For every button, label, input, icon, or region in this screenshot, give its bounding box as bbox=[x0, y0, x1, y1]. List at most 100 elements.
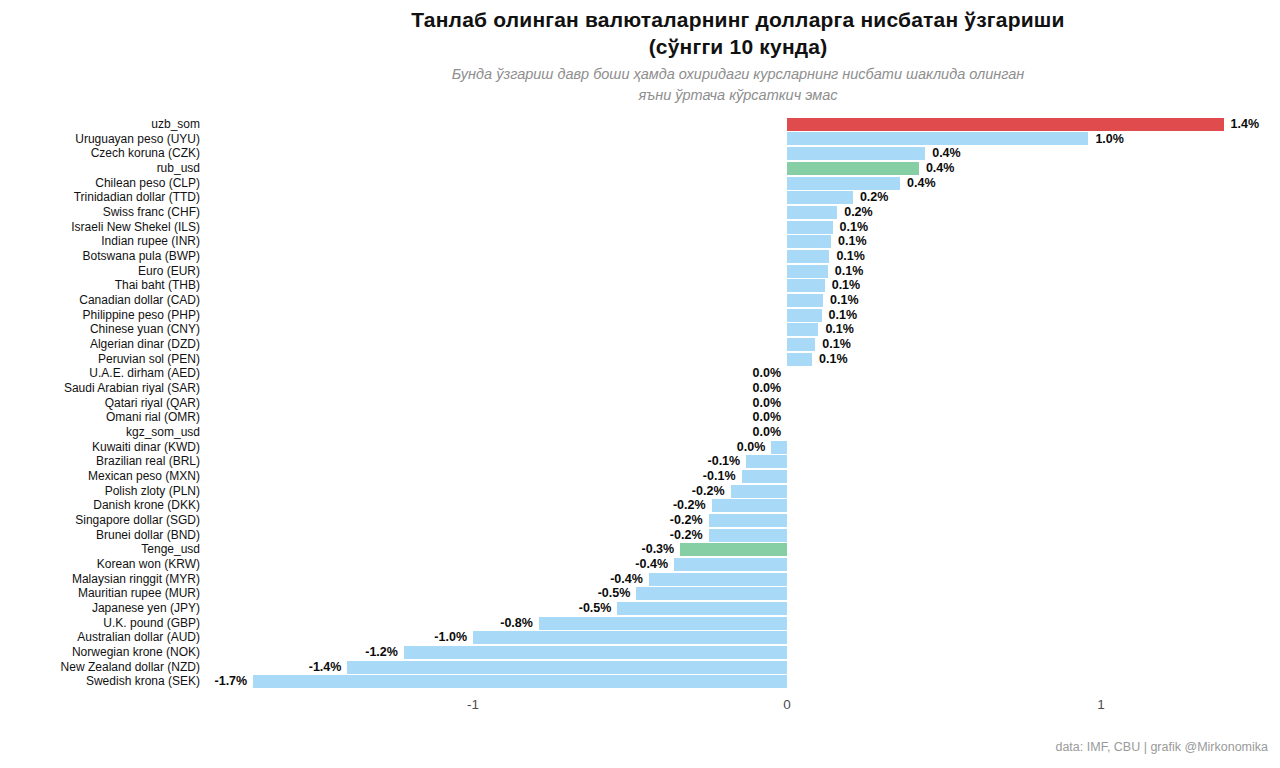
value-label: 0.0% bbox=[737, 440, 766, 455]
value-label: 0.4% bbox=[907, 176, 936, 191]
currency-label: Korean won (KRW) bbox=[0, 557, 200, 572]
currency-label: Brunei dollar (BND) bbox=[0, 528, 200, 543]
value-label: 0.0% bbox=[753, 425, 782, 440]
chart-canvas: Танлаб олинган валюталарнинг долларга ни… bbox=[0, 0, 1280, 768]
currency-label: Singapore dollar (SGD) bbox=[0, 513, 200, 528]
bar bbox=[787, 162, 919, 175]
bar bbox=[742, 470, 788, 483]
bar-row: Polish zloty (PLN)-0.2% bbox=[0, 484, 1280, 499]
currency-label: Chinese yuan (CNY) bbox=[0, 322, 200, 337]
currency-label: Australian dollar (AUD) bbox=[0, 630, 200, 645]
value-label: -0.4% bbox=[610, 572, 643, 587]
value-label: 0.0% bbox=[753, 396, 782, 411]
currency-label: U.A.E. dirham (AED) bbox=[0, 366, 200, 381]
bar-row: uzb_som1.4% bbox=[0, 117, 1280, 132]
bar bbox=[473, 631, 787, 644]
bar bbox=[617, 602, 787, 615]
value-label: 0.2% bbox=[844, 205, 873, 220]
value-label: 0.0% bbox=[753, 366, 782, 381]
value-label: -0.1% bbox=[708, 454, 741, 469]
currency-label: Omani rial (OMR) bbox=[0, 410, 200, 425]
bar-row: Malaysian ringgit (MYR)-0.4% bbox=[0, 572, 1280, 587]
value-label: -1.0% bbox=[434, 630, 467, 645]
bar-row: Brunei dollar (BND) -0.2% bbox=[0, 528, 1280, 543]
bar-row: Mauritian rupee (MUR)-0.5% bbox=[0, 586, 1280, 601]
value-label: -0.4% bbox=[635, 557, 668, 572]
value-label: -0.2% bbox=[673, 498, 706, 513]
currency-label: Kuwaiti dinar (KWD) bbox=[0, 440, 200, 455]
bar bbox=[787, 118, 1224, 131]
bar-row: Korean won (KRW) -0.4% bbox=[0, 557, 1280, 572]
bar bbox=[787, 206, 837, 219]
bar-row: Indian rupee (INR) 0.1% bbox=[0, 234, 1280, 249]
bar bbox=[771, 441, 787, 454]
bar-row: Omani rial (OMR) 0.0% bbox=[0, 410, 1280, 425]
bar bbox=[709, 514, 788, 527]
bar-row: Canadian dollar (CAD) 0.1% bbox=[0, 293, 1280, 308]
bar bbox=[787, 191, 853, 204]
value-label: -0.2% bbox=[692, 484, 725, 499]
currency-label: Thai baht (THB) bbox=[0, 278, 200, 293]
bar-row: Thai baht (THB)0.1% bbox=[0, 278, 1280, 293]
bar-row: Swedish krona (SEK)-1.7% bbox=[0, 674, 1280, 689]
value-label: 1.0% bbox=[1095, 132, 1124, 147]
value-label: -1.7% bbox=[215, 674, 248, 689]
bar-row: Australian dollar (AUD) -1.0% bbox=[0, 630, 1280, 645]
bar-row: Trinidadian dollar (TTD)0.2% bbox=[0, 190, 1280, 205]
bar bbox=[787, 323, 818, 336]
bar-row: Saudi Arabian riyal (SAR)0.0% bbox=[0, 381, 1280, 396]
data-credit: data: IMF, CBU | grafik @Mirkonomika bbox=[1055, 740, 1268, 754]
bar-row: Chinese yuan (CNY) 0.1% bbox=[0, 322, 1280, 337]
value-label: 0.0% bbox=[753, 410, 782, 425]
bar bbox=[649, 573, 787, 586]
bar bbox=[787, 147, 925, 160]
bar-row: Kuwaiti dinar (KWD) 0.0% bbox=[0, 440, 1280, 455]
value-label: -1.2% bbox=[365, 645, 398, 660]
bar bbox=[636, 587, 787, 600]
value-label: -1.4% bbox=[309, 660, 342, 675]
bar-row: Philippine peso (PHP)0.1% bbox=[0, 308, 1280, 323]
currency-label: Qatari riyal (QAR) bbox=[0, 396, 200, 411]
value-label: 0.1% bbox=[825, 322, 854, 337]
currency-label: New Zealand dollar (NZD) bbox=[0, 660, 200, 675]
currency-label: uzb_som bbox=[0, 117, 200, 132]
bar bbox=[680, 543, 787, 556]
bar bbox=[731, 485, 788, 498]
currency-label: Tenge_usd bbox=[0, 542, 200, 557]
bar-row: Danish krone (DKK)-0.2% bbox=[0, 498, 1280, 513]
value-label: -0.2% bbox=[670, 528, 703, 543]
value-label: 0.4% bbox=[926, 161, 955, 176]
bar-row: Singapore dollar (SGD)-0.2% bbox=[0, 513, 1280, 528]
currency-label: U.K. pound (GBP) bbox=[0, 616, 200, 631]
bar bbox=[787, 132, 1088, 145]
currency-label: Indian rupee (INR) bbox=[0, 234, 200, 249]
bar bbox=[787, 294, 823, 307]
value-label: 0.1% bbox=[819, 352, 848, 367]
currency-label: Canadian dollar (CAD) bbox=[0, 293, 200, 308]
value-label: 0.1% bbox=[840, 220, 869, 235]
bar-row: Algerian dinar (DZD)0.1% bbox=[0, 337, 1280, 352]
currency-label: Saudi Arabian riyal (SAR) bbox=[0, 381, 200, 396]
value-label: 0.1% bbox=[838, 234, 867, 249]
bar-row: Euro (EUR)0.1% bbox=[0, 264, 1280, 279]
bar bbox=[709, 529, 788, 542]
bar bbox=[347, 661, 787, 674]
bar-row: New Zealand dollar (NZD) -1.4% bbox=[0, 660, 1280, 675]
bar bbox=[674, 558, 787, 571]
value-label: -0.8% bbox=[500, 616, 533, 631]
bar-row: rub_usd0.4% bbox=[0, 161, 1280, 176]
bar bbox=[787, 265, 828, 278]
bar bbox=[253, 675, 787, 688]
bar-row: U.A.E. dirham (AED) 0.0% bbox=[0, 366, 1280, 381]
bar bbox=[787, 221, 833, 234]
bar-plot-area: uzb_som1.4%Uruguayan peso (UYU)1.0%Czech… bbox=[0, 0, 1280, 768]
bar-row: Uruguayan peso (UYU)1.0% bbox=[0, 132, 1280, 147]
currency-label: Czech koruna (CZK) bbox=[0, 146, 200, 161]
currency-label: Mauritian rupee (MUR) bbox=[0, 586, 200, 601]
value-label: 0.1% bbox=[830, 293, 859, 308]
bar-row: Norwegian krone (NOK)-1.2% bbox=[0, 645, 1280, 660]
bar-row: Botswana pula (BWP)0.1% bbox=[0, 249, 1280, 264]
value-label: -0.1% bbox=[703, 469, 736, 484]
bar bbox=[539, 617, 787, 630]
currency-label: kgz_som_usd bbox=[0, 425, 200, 440]
